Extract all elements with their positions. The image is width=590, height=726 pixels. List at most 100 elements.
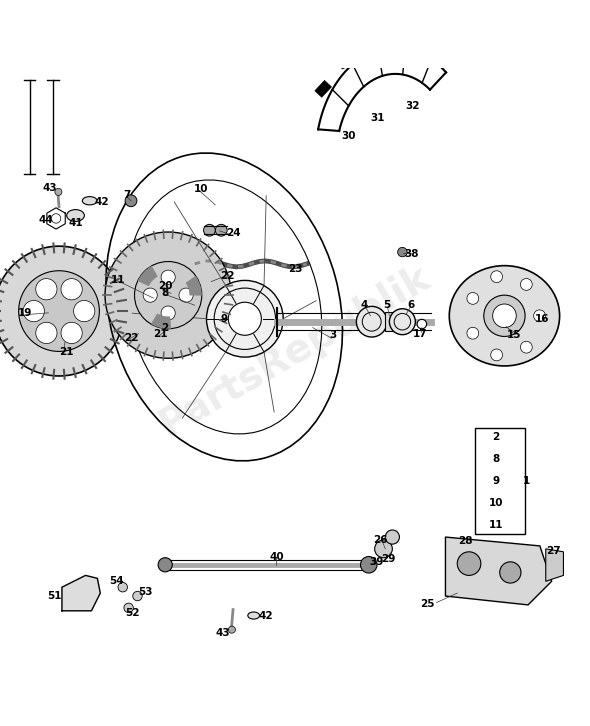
Bar bbox=[399, 44, 415, 58]
Circle shape bbox=[457, 552, 481, 576]
Text: 22: 22 bbox=[124, 333, 138, 343]
Circle shape bbox=[133, 592, 142, 601]
Wedge shape bbox=[137, 266, 158, 286]
Circle shape bbox=[389, 309, 415, 335]
Text: 11: 11 bbox=[489, 521, 503, 530]
Circle shape bbox=[520, 341, 532, 353]
Text: 10: 10 bbox=[489, 498, 503, 508]
Text: 23: 23 bbox=[288, 264, 302, 274]
Circle shape bbox=[55, 188, 62, 195]
Circle shape bbox=[23, 301, 44, 322]
Circle shape bbox=[105, 232, 231, 358]
Circle shape bbox=[0, 246, 124, 376]
Text: 3: 3 bbox=[330, 330, 337, 340]
Text: 31: 31 bbox=[371, 113, 385, 123]
Bar bbox=[338, 54, 355, 69]
Circle shape bbox=[61, 322, 82, 343]
Text: PartsRepublik: PartsRepublik bbox=[153, 258, 437, 444]
Circle shape bbox=[360, 557, 377, 573]
Circle shape bbox=[51, 213, 61, 223]
Text: 32: 32 bbox=[406, 102, 420, 111]
Circle shape bbox=[533, 310, 545, 322]
Text: 29: 29 bbox=[381, 554, 395, 564]
Circle shape bbox=[179, 288, 193, 302]
Text: 19: 19 bbox=[18, 308, 32, 318]
Circle shape bbox=[36, 322, 57, 343]
Circle shape bbox=[491, 349, 503, 361]
Circle shape bbox=[161, 306, 175, 320]
Text: 8: 8 bbox=[162, 288, 169, 298]
Circle shape bbox=[375, 540, 392, 558]
Circle shape bbox=[206, 280, 283, 357]
Text: 9: 9 bbox=[221, 314, 228, 324]
Text: 42: 42 bbox=[94, 197, 109, 207]
Text: 27: 27 bbox=[546, 546, 560, 555]
Text: 9: 9 bbox=[492, 476, 499, 486]
Text: 2: 2 bbox=[492, 432, 499, 441]
Text: 43: 43 bbox=[216, 628, 230, 638]
Circle shape bbox=[125, 195, 137, 207]
Text: 21: 21 bbox=[153, 328, 168, 338]
Text: 28: 28 bbox=[458, 537, 472, 546]
Polygon shape bbox=[546, 549, 563, 582]
Circle shape bbox=[417, 319, 427, 329]
Text: 30: 30 bbox=[341, 131, 355, 141]
Text: 38: 38 bbox=[405, 250, 419, 259]
Circle shape bbox=[61, 279, 82, 300]
Text: 52: 52 bbox=[126, 608, 140, 618]
Bar bbox=[315, 81, 332, 97]
Text: 41: 41 bbox=[68, 218, 83, 227]
Polygon shape bbox=[62, 576, 100, 611]
Text: 20: 20 bbox=[158, 281, 172, 291]
Text: 15: 15 bbox=[507, 330, 522, 340]
Text: 40: 40 bbox=[270, 552, 284, 561]
Circle shape bbox=[19, 271, 99, 351]
Text: 4: 4 bbox=[361, 300, 368, 310]
Text: 51: 51 bbox=[47, 591, 61, 601]
Circle shape bbox=[36, 279, 57, 300]
Text: 1: 1 bbox=[523, 476, 530, 486]
Ellipse shape bbox=[82, 197, 97, 205]
Ellipse shape bbox=[248, 612, 260, 619]
Wedge shape bbox=[151, 314, 171, 329]
Circle shape bbox=[204, 224, 215, 236]
Text: 21: 21 bbox=[59, 347, 73, 357]
Text: 53: 53 bbox=[139, 587, 153, 597]
Text: 26: 26 bbox=[373, 535, 388, 545]
Text: 8: 8 bbox=[492, 454, 499, 464]
Circle shape bbox=[500, 562, 521, 583]
Circle shape bbox=[484, 295, 525, 336]
Text: 10: 10 bbox=[194, 184, 208, 194]
Text: 5: 5 bbox=[383, 300, 390, 310]
Circle shape bbox=[124, 603, 133, 613]
Ellipse shape bbox=[67, 210, 84, 221]
Text: 42: 42 bbox=[258, 611, 273, 621]
FancyBboxPatch shape bbox=[475, 428, 525, 534]
Text: 7: 7 bbox=[123, 190, 130, 200]
Circle shape bbox=[385, 530, 399, 544]
Circle shape bbox=[520, 279, 532, 290]
Bar bbox=[369, 44, 384, 54]
Ellipse shape bbox=[450, 266, 559, 366]
Circle shape bbox=[74, 301, 95, 322]
Circle shape bbox=[228, 302, 261, 335]
Text: 11: 11 bbox=[111, 275, 125, 285]
Text: 54: 54 bbox=[110, 576, 124, 587]
Circle shape bbox=[215, 224, 227, 236]
Circle shape bbox=[118, 582, 127, 592]
Bar bbox=[385, 312, 396, 331]
Circle shape bbox=[161, 270, 175, 285]
Text: 6: 6 bbox=[408, 300, 415, 310]
Circle shape bbox=[158, 558, 172, 572]
Text: 16: 16 bbox=[535, 314, 549, 325]
Text: 17: 17 bbox=[413, 329, 427, 339]
Circle shape bbox=[493, 304, 516, 327]
Polygon shape bbox=[445, 537, 552, 605]
Circle shape bbox=[135, 261, 202, 329]
Text: 2: 2 bbox=[162, 322, 169, 333]
Text: 44: 44 bbox=[39, 215, 53, 225]
Text: 25: 25 bbox=[421, 599, 435, 608]
Circle shape bbox=[467, 293, 478, 304]
Circle shape bbox=[398, 248, 407, 257]
Text: 24: 24 bbox=[226, 228, 240, 238]
